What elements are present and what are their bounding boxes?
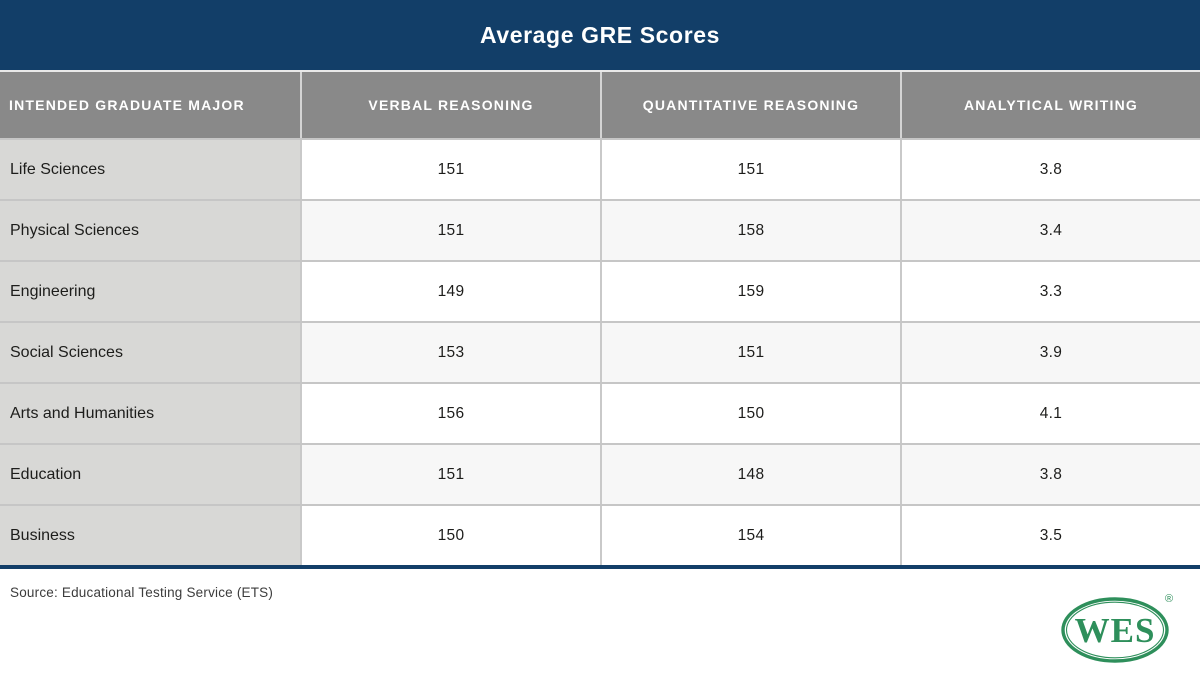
footer: Source: Educational Testing Service (ETS… [0, 569, 1200, 678]
table-row: Arts and Humanities 156 150 4.1 [0, 382, 1200, 443]
row-label: Life Sciences [0, 140, 300, 199]
quantitative-score: 158 [600, 201, 900, 260]
table-row: Engineering 149 159 3.3 [0, 260, 1200, 321]
row-label: Social Sciences [0, 323, 300, 382]
row-label: Business [0, 506, 300, 565]
row-label: Physical Sciences [0, 201, 300, 260]
verbal-score: 149 [300, 262, 600, 321]
wes-logo: WES ® [1061, 593, 1173, 663]
writing-score: 3.8 [900, 140, 1200, 199]
gre-scores-table: INTENDED GRADUATE MAJOR VERBAL REASONING… [0, 70, 1200, 565]
column-header-major: INTENDED GRADUATE MAJOR [0, 72, 300, 138]
column-header-verbal: VERBAL REASONING [300, 72, 600, 138]
wes-logo-ellipse-outer [1061, 597, 1169, 663]
verbal-score: 151 [300, 445, 600, 504]
registered-mark: ® [1165, 593, 1173, 605]
row-label: Arts and Humanities [0, 384, 300, 443]
verbal-score: 151 [300, 201, 600, 260]
quantitative-score: 148 [600, 445, 900, 504]
table-row: Business 150 154 3.5 [0, 504, 1200, 565]
verbal-score: 150 [300, 506, 600, 565]
quantitative-score: 154 [600, 506, 900, 565]
verbal-score: 153 [300, 323, 600, 382]
verbal-score: 151 [300, 140, 600, 199]
table-row: Social Sciences 153 151 3.9 [0, 321, 1200, 382]
writing-score: 3.9 [900, 323, 1200, 382]
title-band: Average GRE Scores [0, 0, 1200, 70]
quantitative-score: 159 [600, 262, 900, 321]
row-label: Education [0, 445, 300, 504]
table-row: Physical Sciences 151 158 3.4 [0, 199, 1200, 260]
writing-score: 3.5 [900, 506, 1200, 565]
verbal-score: 156 [300, 384, 600, 443]
table-row: Life Sciences 151 151 3.8 [0, 138, 1200, 199]
table-header-row: INTENDED GRADUATE MAJOR VERBAL REASONING… [0, 70, 1200, 138]
quantitative-score: 150 [600, 384, 900, 443]
bottom-divider [0, 565, 1200, 569]
page-title: Average GRE Scores [479, 21, 721, 48]
source-note: Source: Educational Testing Service (ETS… [10, 585, 274, 600]
row-label: Engineering [0, 262, 300, 321]
quantitative-score: 151 [600, 323, 900, 382]
writing-score: 3.3 [900, 262, 1200, 321]
writing-score: 3.8 [900, 445, 1200, 504]
wes-logo-text: WES [1075, 611, 1156, 650]
column-header-writing: ANALYTICAL WRITING [900, 72, 1200, 138]
wes-logo-ellipse-inner [1065, 601, 1165, 659]
table-row: Education 151 148 3.8 [0, 443, 1200, 504]
quantitative-score: 151 [600, 140, 900, 199]
column-header-quantitative: QUANTITATIVE REASONING [600, 72, 900, 138]
writing-score: 4.1 [900, 384, 1200, 443]
writing-score: 3.4 [900, 201, 1200, 260]
